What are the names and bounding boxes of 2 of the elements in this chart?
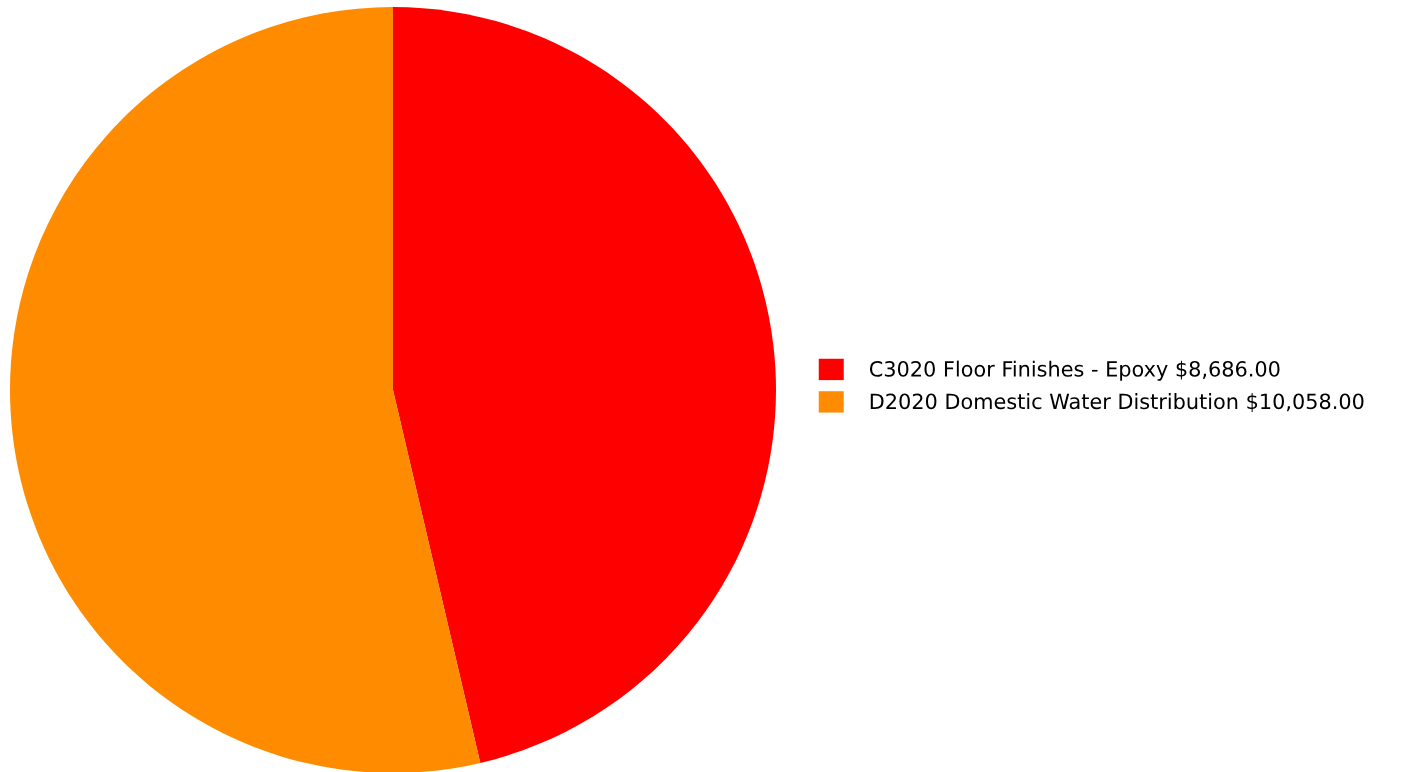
legend-label: C3020 Floor Finishes - Epoxy $8,686.00 — [869, 360, 1280, 381]
legend-label: D2020 Domestic Water Distribution $10,058.00 — [870, 393, 1364, 412]
